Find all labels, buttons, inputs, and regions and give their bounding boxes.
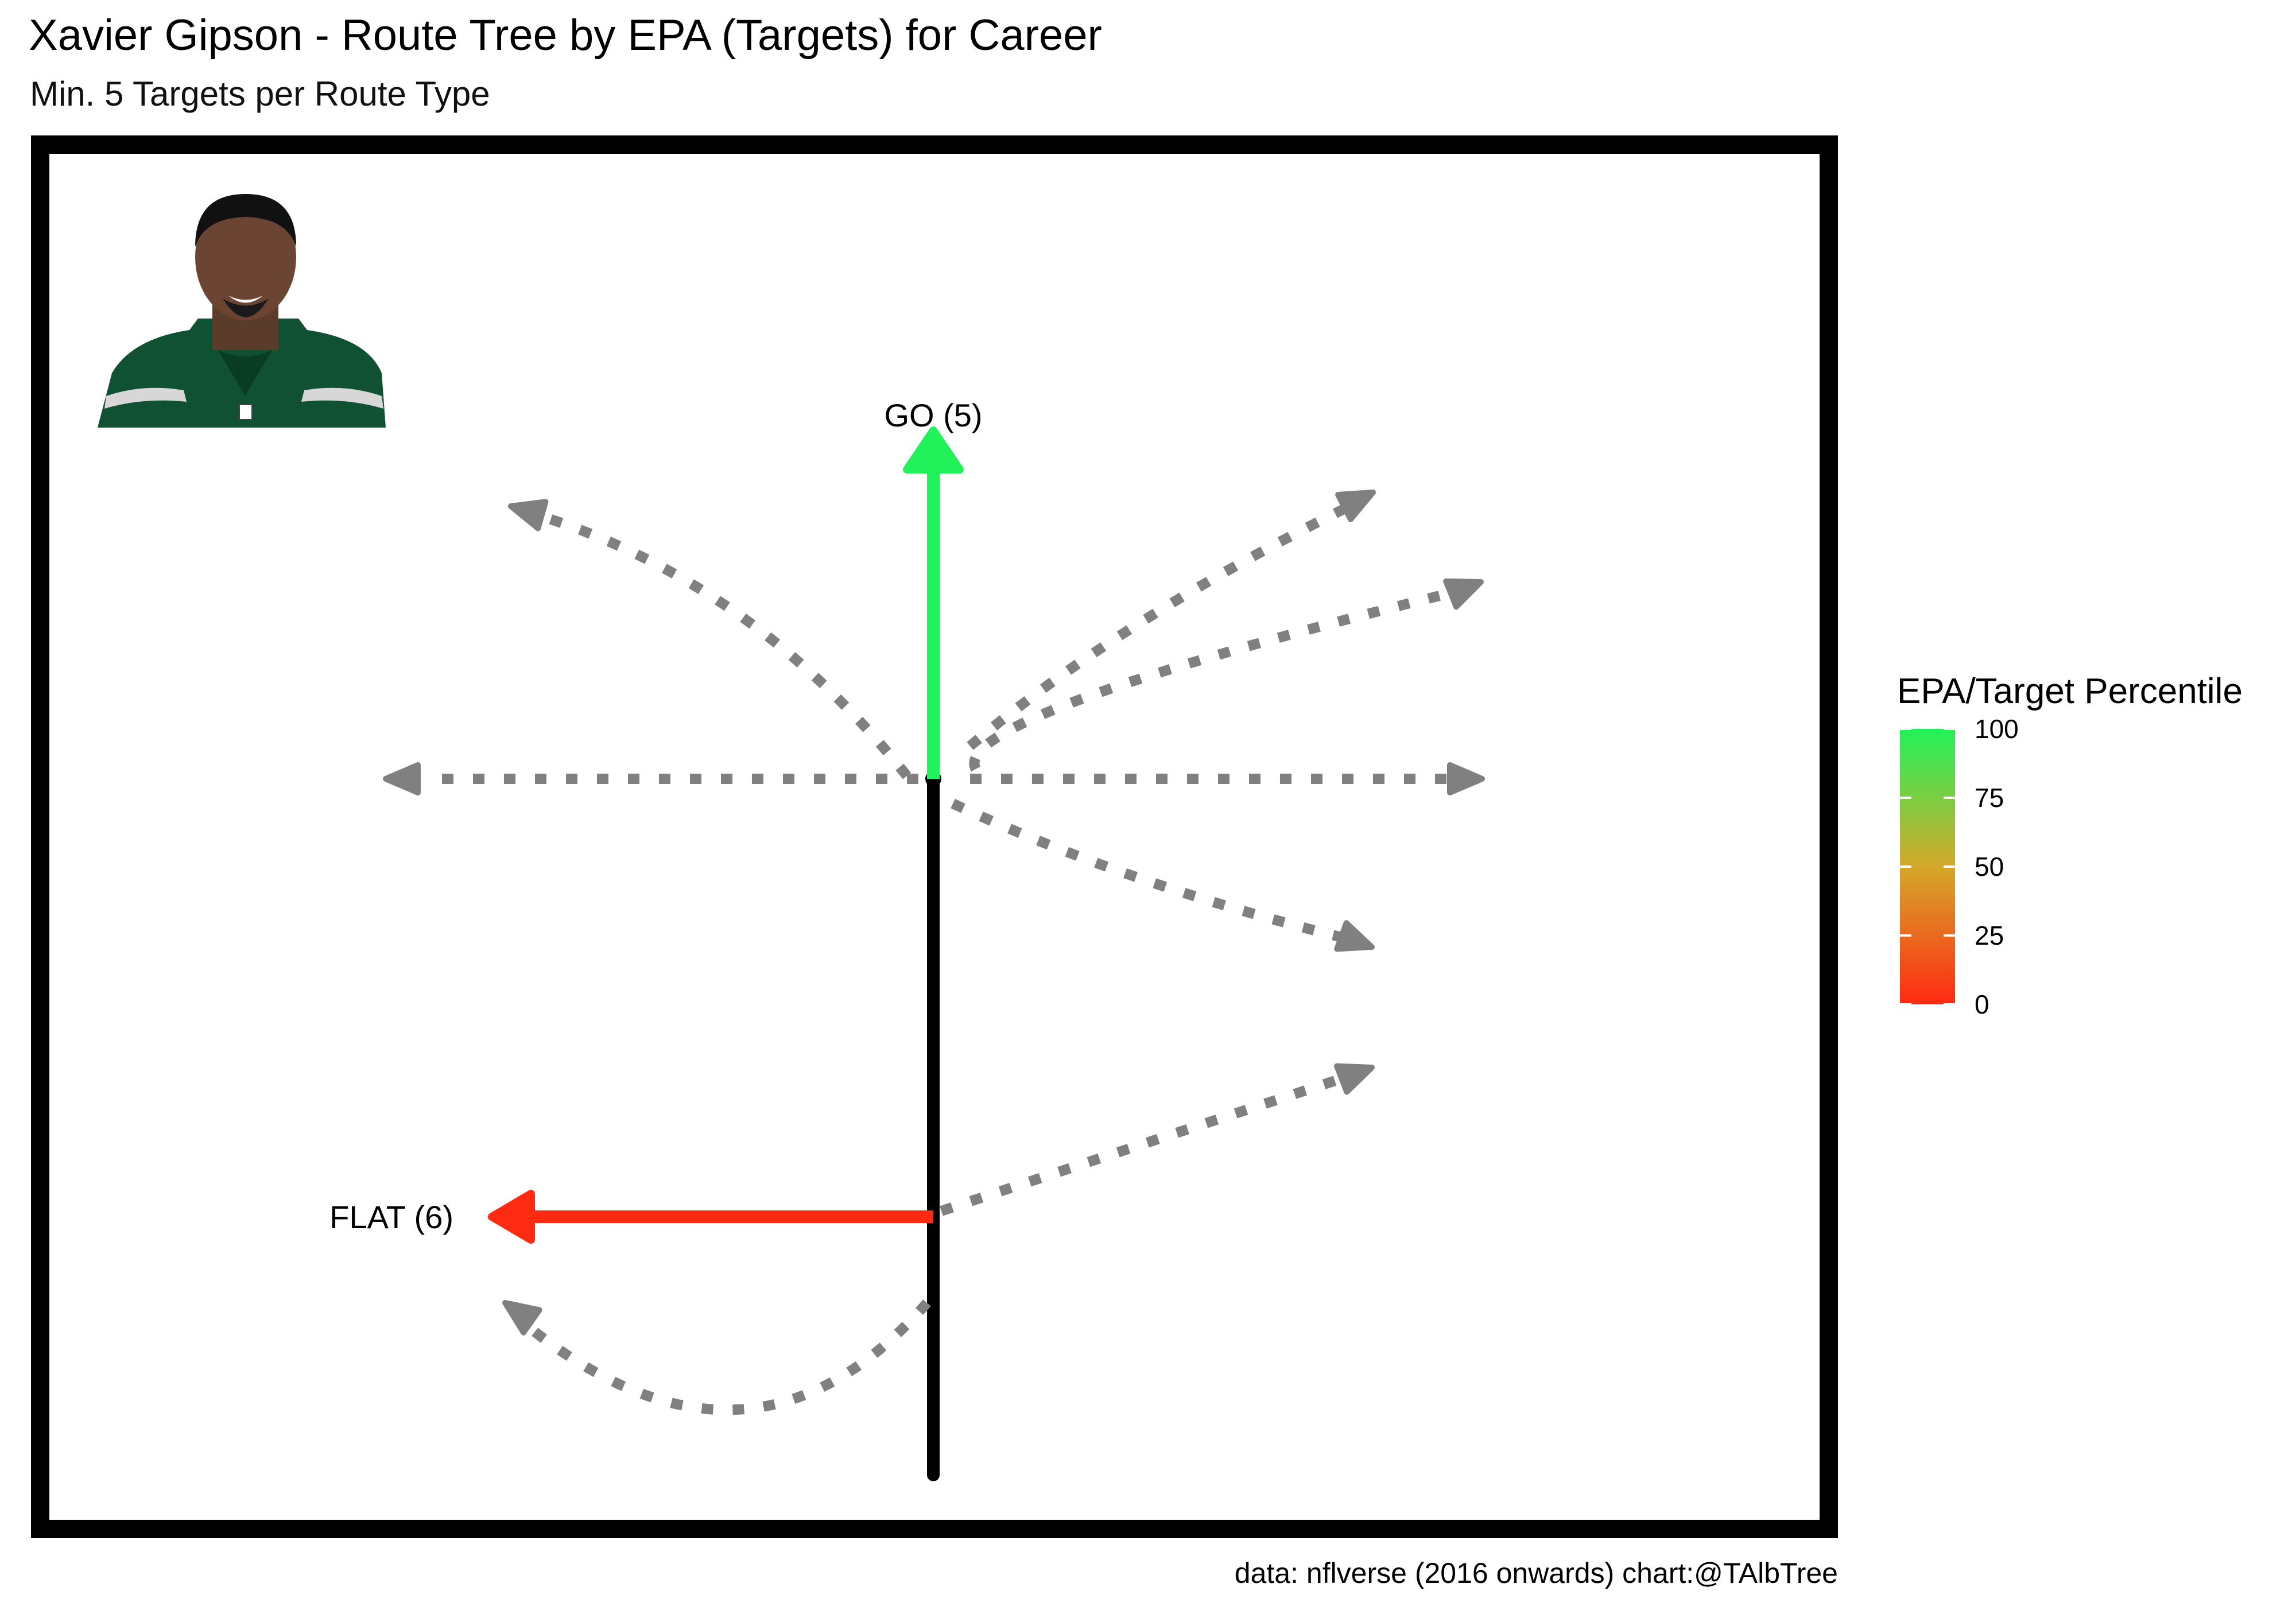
route-label-flat: FLAT (6) xyxy=(329,1199,453,1235)
legend-tick-75: 75 xyxy=(1975,783,2004,813)
legend-title: EPA/Target Percentile xyxy=(1897,671,2243,711)
chart-caption: data: nflverse (2016 onwards) chart:@TAl… xyxy=(976,1556,1838,1590)
legend-tick-100: 100 xyxy=(1975,714,2019,744)
color-legend: EPA/Target Percentile 100 75 50 25 0 xyxy=(1897,671,2243,1019)
legend-tick-50: 50 xyxy=(1975,852,2004,882)
legend-tick-0: 0 xyxy=(1975,989,1989,1019)
legend-tick-25: 25 xyxy=(1975,921,2004,950)
route-label-go: GO (5) xyxy=(884,397,982,433)
